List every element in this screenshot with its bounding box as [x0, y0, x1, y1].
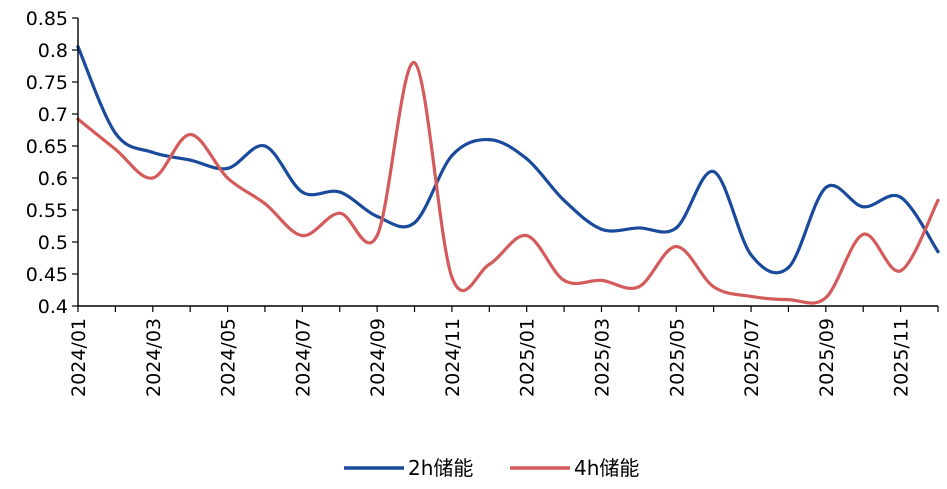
y-axis-ticks: 0.4 0.45 0.5 0.55 0.6 0.65 0.7 0.75 0.8 0.85: [26, 8, 78, 318]
data-point: [263, 144, 267, 148]
data-point: [338, 211, 342, 215]
x-tick-label: 2024/03: [143, 318, 165, 397]
data-point: [375, 234, 379, 238]
legend-label: 4h储能: [574, 456, 639, 480]
x-tick-label: 2025/11: [891, 318, 913, 397]
x-tick-label: 2025/01: [517, 318, 539, 397]
data-point: [225, 166, 230, 170]
data-point: [487, 138, 491, 142]
data-point: [450, 154, 454, 158]
data-point: [375, 214, 379, 218]
series-4h: [76, 61, 940, 305]
data-point: [936, 250, 940, 254]
data-point: [263, 202, 267, 206]
y-tick-label: 0.55: [26, 200, 68, 222]
data-point: [899, 269, 903, 273]
data-point: [225, 176, 230, 180]
data-point: [861, 232, 865, 236]
y-tick-label: 0.85: [26, 8, 68, 30]
y-tick-label: 0.8: [38, 40, 68, 62]
data-point: [113, 147, 117, 151]
data-point: [412, 61, 417, 65]
x-tick-label: 2024/11: [442, 318, 464, 397]
data-point: [450, 275, 454, 279]
x-axis-ticks: 2024/01 2024/03 2024/05 2024/07 2024/09 2024/…: [68, 306, 939, 397]
x-tick-label: 2025/09: [816, 318, 838, 397]
x-tick-label: 2025/05: [666, 318, 688, 397]
data-point: [786, 298, 791, 302]
y-tick-label: 0.4: [38, 296, 68, 318]
y-tick-label: 0.6: [38, 168, 68, 190]
data-point: [712, 170, 716, 174]
y-tick-label: 0.65: [26, 136, 68, 158]
legend-label: 2h储能: [408, 456, 473, 480]
x-tick-label: 2024/01: [68, 318, 90, 397]
data-point: [188, 158, 192, 162]
data-point: [562, 278, 566, 282]
data-point: [899, 195, 903, 199]
x-tick-label: 2024/07: [292, 318, 314, 397]
data-point: [525, 157, 529, 161]
x-tick-label: 2025/07: [741, 318, 763, 397]
data-point: [188, 132, 192, 137]
data-point: [824, 186, 828, 190]
data-point: [300, 234, 304, 238]
data-point: [712, 285, 716, 289]
data-point: [674, 226, 678, 230]
data-point: [599, 278, 604, 282]
series-2h: [76, 45, 940, 275]
data-point: [861, 205, 865, 209]
data-point: [151, 176, 155, 180]
data-point: [599, 227, 604, 231]
x-tick-label: 2024/05: [218, 318, 240, 397]
data-point: [749, 294, 753, 298]
x-tick-label: 2025/03: [591, 318, 613, 397]
legend: 2h储能 4h储能: [344, 456, 639, 480]
data-point: [786, 266, 791, 270]
data-point: [412, 221, 417, 225]
x-tick-label: 2024/09: [367, 318, 389, 397]
y-tick-label: 0.7: [38, 104, 68, 126]
axes: [77, 18, 938, 307]
data-point: [300, 190, 304, 194]
data-point: [637, 226, 641, 230]
series-line: [76, 61, 940, 305]
series-line: [76, 45, 940, 275]
data-point: [338, 190, 342, 194]
data-point: [674, 244, 678, 249]
y-tick-label: 0.45: [26, 264, 68, 286]
data-point: [151, 150, 155, 154]
data-point: [525, 234, 529, 238]
data-point: [749, 253, 753, 257]
data-point: [113, 131, 117, 135]
y-tick-label: 0.5: [38, 232, 68, 254]
data-point: [562, 198, 566, 202]
series-layer: [76, 45, 940, 305]
data-point: [637, 285, 641, 289]
y-tick-label: 0.75: [26, 72, 68, 94]
data-point: [487, 262, 491, 266]
data-point: [936, 198, 940, 202]
data-point: [824, 296, 828, 300]
